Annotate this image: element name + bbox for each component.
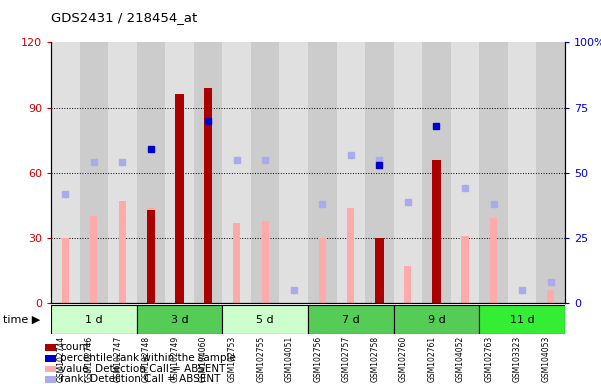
Bar <box>279 42 308 303</box>
Bar <box>62 238 69 303</box>
Bar <box>337 42 365 303</box>
Bar <box>347 208 355 303</box>
Text: 7 d: 7 d <box>342 314 360 325</box>
Bar <box>536 42 565 303</box>
Text: GSM104053: GSM104053 <box>542 336 551 382</box>
Text: GSM102761: GSM102761 <box>427 336 436 382</box>
Text: GSM104060: GSM104060 <box>199 336 208 382</box>
Text: GSM102747: GSM102747 <box>114 336 123 382</box>
Bar <box>251 42 279 303</box>
Text: GSM102756: GSM102756 <box>313 336 322 382</box>
Bar <box>451 42 479 303</box>
Text: 3 d: 3 d <box>171 314 188 325</box>
Bar <box>90 216 97 303</box>
Text: 5 d: 5 d <box>257 314 274 325</box>
Bar <box>165 42 194 303</box>
Bar <box>308 42 337 303</box>
Text: value, Detection Call = ABSENT: value, Detection Call = ABSENT <box>60 364 225 374</box>
Bar <box>222 42 251 303</box>
Text: GSM103323: GSM103323 <box>513 336 522 382</box>
Text: GDS2431 / 218454_at: GDS2431 / 218454_at <box>51 12 197 25</box>
Text: rank, Detection Call = ABSENT: rank, Detection Call = ABSENT <box>60 374 221 384</box>
Bar <box>204 234 212 303</box>
Bar <box>194 42 222 303</box>
Bar <box>51 42 79 303</box>
Bar <box>490 218 497 303</box>
Bar <box>319 238 326 303</box>
Text: 9 d: 9 d <box>427 314 445 325</box>
Text: GSM102746: GSM102746 <box>85 336 94 382</box>
Text: GSM102749: GSM102749 <box>171 336 180 382</box>
Text: GSM102744: GSM102744 <box>56 336 66 382</box>
Bar <box>479 305 565 334</box>
Text: GSM102758: GSM102758 <box>370 336 379 382</box>
Bar <box>176 94 183 303</box>
Bar <box>119 201 126 303</box>
Bar <box>147 210 155 303</box>
Bar <box>79 42 108 303</box>
Bar <box>365 42 394 303</box>
Bar <box>175 94 184 303</box>
Text: count: count <box>60 342 90 352</box>
Bar <box>136 305 222 334</box>
Bar <box>394 305 479 334</box>
Bar <box>308 305 394 334</box>
Text: 1 d: 1 d <box>85 314 103 325</box>
Text: GSM104052: GSM104052 <box>456 336 465 382</box>
Text: percentile rank within the sample: percentile rank within the sample <box>60 353 236 363</box>
Bar <box>394 42 422 303</box>
Text: GSM102748: GSM102748 <box>142 336 151 382</box>
Bar <box>462 236 469 303</box>
Bar <box>233 223 240 303</box>
Bar <box>222 305 308 334</box>
Text: time ▶: time ▶ <box>3 314 40 325</box>
Bar <box>547 290 554 303</box>
Text: GSM102753: GSM102753 <box>228 336 237 382</box>
Bar <box>422 42 451 303</box>
Bar <box>508 42 536 303</box>
Bar <box>204 88 212 303</box>
Text: GSM102760: GSM102760 <box>399 336 408 382</box>
Text: GSM102757: GSM102757 <box>342 336 351 382</box>
Text: GSM102763: GSM102763 <box>484 336 493 382</box>
Bar <box>51 305 136 334</box>
Bar <box>261 221 269 303</box>
Bar <box>147 208 154 303</box>
Bar <box>108 42 136 303</box>
Bar <box>479 42 508 303</box>
Text: 11 d: 11 d <box>510 314 534 325</box>
Bar <box>432 160 441 303</box>
Bar <box>136 42 165 303</box>
Bar <box>404 266 412 303</box>
Bar <box>375 238 383 303</box>
Text: GSM104051: GSM104051 <box>285 336 294 382</box>
Text: GSM102755: GSM102755 <box>256 336 265 382</box>
